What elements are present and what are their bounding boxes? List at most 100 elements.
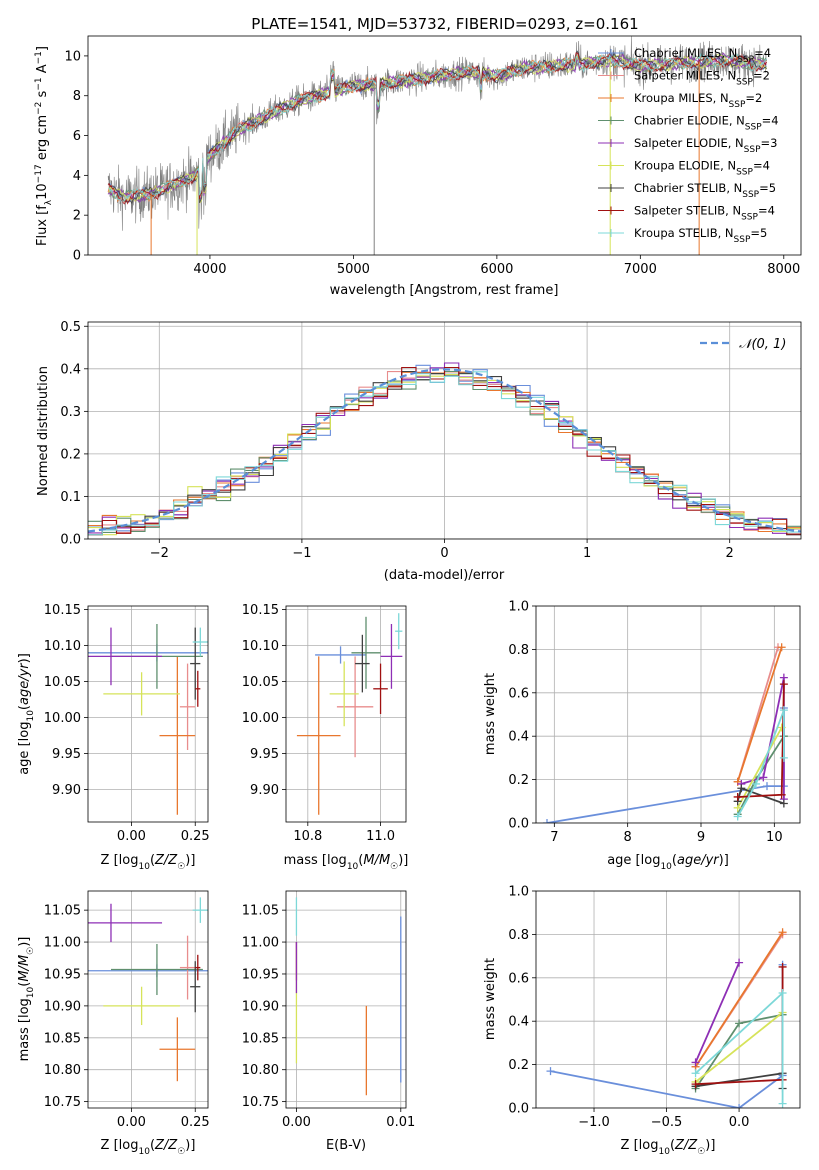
- y-tick-label: 0.4: [508, 1015, 529, 1030]
- weight-marker: [733, 812, 742, 821]
- x-axis-label-part: E(B-V): [326, 1138, 366, 1153]
- x-axis-label-part: mass [log: [284, 853, 347, 868]
- x-tick-label: 8: [624, 830, 632, 845]
- y-axis-label-part: 10: [26, 986, 36, 998]
- y-tick-label: 10.75: [242, 1095, 279, 1110]
- plot-area: [88, 606, 208, 822]
- weight-marker: [759, 773, 768, 782]
- y-tick-label: 1.0: [508, 600, 529, 615]
- y-tick-label: 0.6: [508, 971, 529, 986]
- y-tick-label: 10.90: [44, 999, 81, 1014]
- x-tick-label: −1.0: [578, 1115, 610, 1130]
- weight-marker: [735, 1019, 744, 1028]
- weight-line-kroupa-miles: [736, 646, 783, 783]
- axes-frame: [87, 321, 802, 540]
- x-tick-label: 0.01: [386, 1115, 415, 1130]
- weight-marker: [543, 819, 551, 823]
- weight-line-kroupa-stelib: [736, 709, 785, 817]
- x-tick-label: 0.00: [282, 1115, 311, 1130]
- x-axis-label-part: Z [log: [101, 1138, 139, 1153]
- y-axis-label: mass [log10(M/M☉)]: [17, 937, 36, 1062]
- panel-mass_vs_EBV: 0.00 0.01 10.75 10.80 10.85 10.90 10.95 11.00 11…: [242, 890, 415, 1153]
- axes-frame: [87, 605, 209, 823]
- x-tick-label: 10: [766, 830, 783, 845]
- x-axis-label-part: 10: [138, 862, 150, 872]
- x-tick-label: 7: [550, 830, 558, 845]
- x-axis-label-part: (: [670, 1138, 675, 1153]
- y-tick-label: 9.95: [52, 747, 81, 762]
- plot-area: [536, 891, 800, 1108]
- y-tick-label: 10.15: [242, 603, 279, 618]
- y-tick-label: 0.0: [508, 817, 529, 832]
- x-tick-label: 1: [583, 546, 591, 561]
- weight-marker: [752, 779, 760, 788]
- x-axis-label: wavelength [Angstrom, rest frame]: [330, 283, 559, 298]
- x-axis-label-part: )]: [185, 1138, 195, 1153]
- histogram-salpeter-elodie: [88, 362, 801, 534]
- y-axis-label: Flux [fλ10−17 erg cm−2 s−1 A−1]: [34, 46, 54, 246]
- x-tick-label: 0.25: [181, 1115, 210, 1130]
- x-axis-label: Z [log10(Z/Z☉)]: [101, 1138, 196, 1157]
- panel-spectrum: 4000 5000 6000 7000 8000 0 2 4 6 8 10 Chabrier MILE…: [34, 35, 802, 298]
- x-tick-label: −0.5: [651, 1115, 683, 1130]
- weight-line-chabrier-miles: [546, 708, 785, 823]
- x-axis-label-part: 10: [658, 1147, 670, 1157]
- weight-marker: [778, 988, 787, 997]
- x-axis-label-part: ☉: [177, 1147, 185, 1157]
- legend-entry-label-part: SSP: [736, 78, 753, 88]
- legend-entry-label-part: SSP: [736, 168, 753, 178]
- y-tick-label: 10.95: [242, 967, 279, 982]
- y-axis-label: mass weight: [483, 958, 498, 1040]
- y-tick-label: 0.2: [508, 1058, 529, 1073]
- legend-entry-label-part: SSP: [734, 235, 751, 245]
- model-spectrum-kroupa-stelib: [108, 53, 767, 202]
- weight-line-kroupa-elodie: [695, 1011, 784, 1083]
- x-tick-label: 5000: [337, 262, 370, 277]
- legend-entry-label: Chabrier MILES, NSSP=4: [634, 46, 771, 65]
- axes-frame: [535, 890, 801, 1109]
- y-axis-label-part: (: [17, 705, 32, 710]
- plot-area: [88, 322, 801, 539]
- y-tick-label: 2: [73, 209, 81, 224]
- y-tick-label: 9.90: [250, 783, 279, 798]
- plot-area: [286, 891, 406, 1108]
- y-axis-label: age [log10(age/yr)]: [17, 653, 36, 775]
- y-axis-label-part: 10: [26, 710, 36, 722]
- legend-entry-label-part: Salpeter ELODIE, N: [634, 136, 744, 150]
- legend-entry-label: Salpeter STELIB, NSSP=4: [634, 204, 775, 223]
- x-tick-label: 4000: [193, 262, 226, 277]
- legend-entry-label: Kroupa STELIB, NSSP=5: [634, 226, 767, 245]
- weight-marker: [777, 643, 786, 652]
- y-tick-label: 0.4: [60, 362, 81, 377]
- panel-residuals: −2 −1 0 1 2 0.0 0.1 0.2 0.3 0.4 0.5 𝒩(0, 1) (data-mo…: [36, 320, 802, 583]
- x-axis-label-part: )]: [185, 853, 195, 868]
- x-axis-label-part: Z/Z: [674, 1138, 698, 1153]
- legend-entry-label-part: =2: [753, 69, 770, 83]
- normal-curve: [88, 368, 801, 533]
- x-axis-label: (data-model)/error: [384, 568, 505, 583]
- weight-line-kroupa-elodie: [736, 727, 783, 809]
- legend-entry-label-part: =3: [761, 136, 778, 150]
- legend-entry-label-part: SSP: [737, 55, 754, 65]
- weight-marker: [735, 958, 744, 967]
- weight-marker: [779, 799, 788, 808]
- weight-marker: [691, 1058, 700, 1067]
- histogram-kroupa-stelib: [88, 371, 801, 536]
- x-tick-label: 10.8: [293, 829, 322, 844]
- x-axis-label-part: 10: [347, 862, 359, 872]
- model-spectrum-salpeter-stelib: [107, 52, 768, 205]
- legend-entry-label-part: Salpeter STELIB, N: [634, 204, 741, 218]
- panel-mass_vs_Z: 0.00 0.25 10.75 10.80 10.85 10.90 10.95 11.00 11…: [17, 890, 210, 1157]
- x-axis-label-part: (: [150, 1138, 155, 1153]
- legend-entry-label-part: =5: [759, 181, 776, 195]
- weight-marker: [691, 1069, 700, 1078]
- x-axis-label-part: )]: [705, 1138, 715, 1153]
- legend-entry-label-part: =2: [745, 91, 762, 105]
- y-tick-label: 0.6: [508, 686, 529, 701]
- x-tick-label: 11.0: [366, 829, 395, 844]
- legend-entry-label: Salpeter ELODIE, NSSP=3: [634, 136, 777, 155]
- y-tick-label: 9.90: [52, 783, 81, 798]
- axes-frame: [285, 605, 407, 823]
